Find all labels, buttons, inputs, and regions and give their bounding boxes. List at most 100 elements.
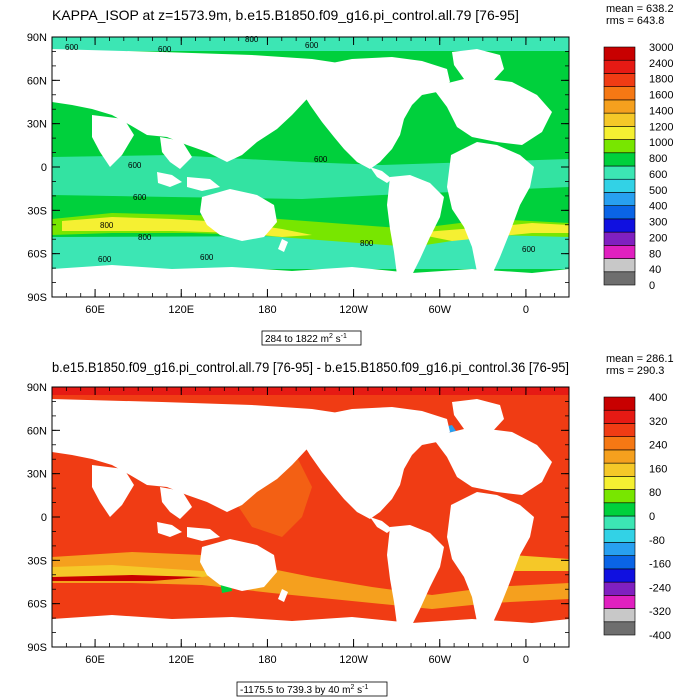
panel-2-range-sup2: -1 bbox=[362, 684, 368, 691]
panel-1-range-box: 284 to 1822 m2 s-1 bbox=[261, 330, 362, 346]
colorbar-swatch bbox=[603, 396, 636, 411]
colorbar-label: -240 bbox=[649, 582, 671, 594]
colorbar-label: 300 bbox=[649, 217, 667, 229]
panel-1-contour-labels: 600 600 800 600 800 800 800 600 600 600 … bbox=[65, 35, 536, 264]
contour-label: 800 bbox=[360, 239, 374, 248]
y-tick-label: 90S bbox=[27, 642, 47, 654]
contour-label: 600 bbox=[158, 45, 172, 54]
panel-2-axes: 90N 60N 30N 0 30S 60S 90S 60E 120E 180 120W 60W 0 bbox=[27, 382, 570, 666]
colorbar-label: -400 bbox=[649, 630, 671, 642]
x-tick-label: 180 bbox=[258, 654, 276, 666]
colorbar-swatch bbox=[603, 112, 636, 127]
colorbar-label: 800 bbox=[649, 153, 667, 165]
colorbar-label: -80 bbox=[649, 535, 665, 547]
x-tick-label: 180 bbox=[258, 304, 276, 316]
y-tick-label: 60S bbox=[27, 249, 47, 261]
colorbar-swatch bbox=[603, 46, 636, 61]
panel-2-light-band bbox=[52, 565, 232, 577]
colorbar-swatch bbox=[603, 568, 636, 583]
colorbar-swatch bbox=[603, 73, 636, 87]
colorbar-swatch bbox=[603, 218, 636, 233]
panel-2-rms: rms = 290.3 bbox=[606, 365, 664, 377]
colorbar-label: 1400 bbox=[649, 105, 673, 117]
panel-1-mean: mean = 638.2 bbox=[606, 3, 674, 15]
colorbar-label: 40 bbox=[649, 264, 661, 276]
y-tick-label: 60N bbox=[27, 425, 47, 437]
colorbar-label: 600 bbox=[649, 169, 667, 181]
colorbar-label: -160 bbox=[649, 559, 671, 571]
colorbar-label: 320 bbox=[649, 416, 667, 428]
colorbar-swatch bbox=[603, 462, 636, 477]
colorbar-swatch bbox=[603, 515, 636, 530]
colorbar-swatch bbox=[603, 165, 636, 180]
colorbar-swatch bbox=[603, 126, 636, 140]
colorbar-swatch bbox=[603, 608, 636, 623]
panel-1-cyan-s bbox=[52, 235, 569, 269]
contour-label: 600 bbox=[128, 161, 142, 170]
panel-2-range-text: -1175.5 to 739.3 by 40 m bbox=[240, 685, 350, 696]
contour-label: 600 bbox=[314, 155, 328, 164]
colorbar-swatch bbox=[603, 271, 636, 286]
colorbar-swatch bbox=[603, 542, 636, 556]
contour-label: 800 bbox=[138, 233, 152, 242]
colorbar-swatch bbox=[603, 423, 636, 437]
contour-label: 800 bbox=[100, 221, 114, 230]
contour-label: 600 bbox=[98, 255, 112, 264]
colorbar-swatch bbox=[603, 555, 636, 570]
x-tick-label: 120W bbox=[339, 654, 368, 666]
colorbar-swatch bbox=[603, 528, 636, 543]
panel-1-range-suffix: s bbox=[333, 334, 341, 345]
x-tick-label: 60E bbox=[85, 654, 105, 666]
svg-text:284 to 1822 m2 s-1: 284 to 1822 m2 s-1 bbox=[265, 333, 347, 345]
x-tick-label: 60W bbox=[428, 654, 451, 666]
colorbar-swatch bbox=[603, 258, 636, 273]
colorbar-swatch bbox=[603, 449, 636, 464]
contour-label: 600 bbox=[133, 193, 147, 202]
colorbar-label: 1800 bbox=[649, 74, 673, 86]
panel-1-map bbox=[52, 37, 569, 297]
contour-label: 800 bbox=[245, 35, 259, 44]
colorbar-label: 160 bbox=[649, 463, 667, 475]
x-tick-label: 60W bbox=[428, 304, 451, 316]
colorbar-label: 240 bbox=[649, 440, 667, 452]
colorbar-label: 2400 bbox=[649, 58, 673, 70]
colorbar-swatch bbox=[603, 581, 636, 596]
y-tick-label: 90S bbox=[27, 292, 47, 304]
svg-text:-1175.5 to 739.3 by 40 m2 s-1: -1175.5 to 739.3 by 40 m2 s-1 bbox=[240, 684, 368, 696]
y-tick-label: 30S bbox=[27, 555, 47, 567]
colorbar-swatch bbox=[603, 409, 636, 424]
x-tick-label: 120W bbox=[339, 304, 368, 316]
colorbar-swatch bbox=[603, 245, 636, 259]
panel-2-map bbox=[52, 387, 569, 647]
colorbar-swatch bbox=[603, 192, 636, 206]
contour-label: 600 bbox=[522, 245, 536, 254]
colorbar-swatch bbox=[603, 436, 636, 451]
colorbar-swatch bbox=[603, 152, 636, 167]
panel-1-range-sup: 2 bbox=[329, 333, 333, 340]
x-tick-label: 0 bbox=[523, 654, 529, 666]
colorbar-swatch bbox=[603, 99, 636, 114]
colorbar-label: 400 bbox=[649, 201, 667, 213]
panel-2-range-box: -1175.5 to 739.3 by 40 m2 s-1 bbox=[236, 681, 388, 697]
x-tick-label: 0 bbox=[523, 304, 529, 316]
y-tick-label: 0 bbox=[41, 512, 47, 524]
y-tick-label: 90N bbox=[27, 32, 47, 44]
panel-1-range-text: 284 to 1822 m bbox=[265, 334, 329, 345]
colorbar-label: 500 bbox=[649, 185, 667, 197]
y-tick-label: 90N bbox=[27, 382, 47, 394]
colorbar-label: 80 bbox=[649, 487, 661, 499]
colorbar-label: 0 bbox=[649, 511, 655, 523]
panel-1-colorbar: 0 40 80 200 300 400 500 600 800 1000 1200 1400 1600 1… bbox=[603, 42, 673, 292]
colorbar-label: 1000 bbox=[649, 137, 673, 149]
colorbar-label: 1200 bbox=[649, 121, 673, 133]
panel-2-range-suffix: s bbox=[354, 685, 362, 696]
colorbar-label: 80 bbox=[649, 248, 661, 260]
y-tick-label: 0 bbox=[41, 162, 47, 174]
panel-2: b.e15.B1850.f09_g16.pi_control.all.79 [7… bbox=[27, 353, 674, 697]
contour-label: 600 bbox=[65, 43, 79, 52]
colorbar-label: 200 bbox=[649, 232, 667, 244]
panel-1-axes: 90N 60N 30N 0 30S 60S 90S 60E 120E 180 120W 60W 0 bbox=[27, 32, 570, 316]
colorbar-label: 0 bbox=[649, 280, 655, 292]
contour-label: 600 bbox=[200, 253, 214, 262]
